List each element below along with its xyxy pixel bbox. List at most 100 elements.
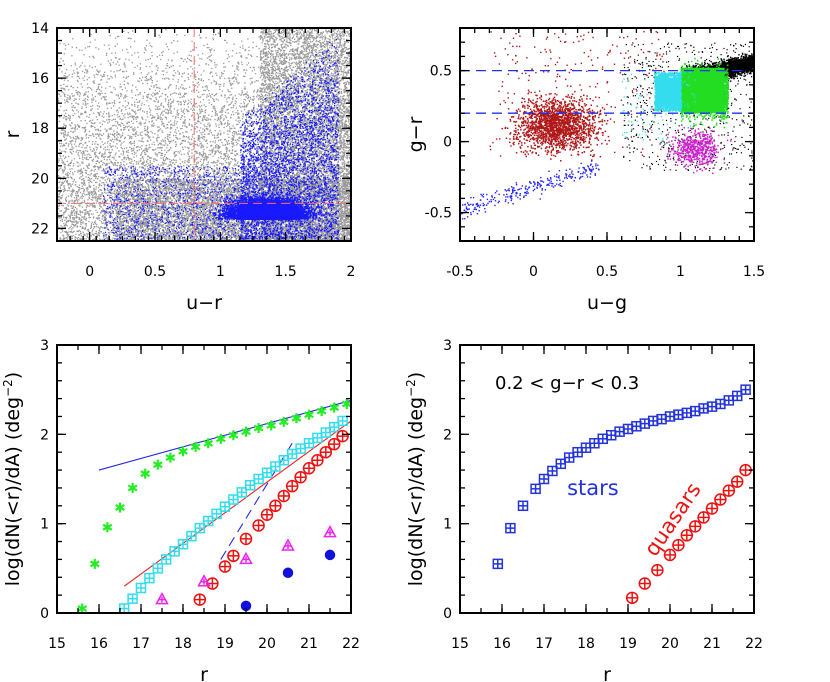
x-tick-label: 22: [745, 636, 763, 652]
y-tick-label: 3: [443, 338, 452, 354]
tick-marks: [56, 344, 352, 614]
data-point: [705, 502, 719, 515]
data-point: [202, 515, 214, 527]
data-point: [186, 530, 197, 542]
data-point: [277, 489, 291, 503]
data-point: [155, 592, 169, 605]
x-tick-label: 19: [216, 636, 234, 652]
data-point: [563, 452, 575, 463]
data-point: [253, 423, 264, 434]
label-stars: stars: [567, 476, 619, 500]
y-tick-label: 16: [31, 71, 49, 87]
data-point: [320, 427, 332, 438]
data-point: [228, 494, 239, 505]
data-point: [638, 577, 652, 590]
data-point: [144, 572, 155, 584]
x-tick-label: 16: [90, 636, 108, 652]
data-point: [160, 554, 172, 565]
data-point: [115, 502, 125, 513]
data-point: [140, 468, 151, 479]
data-point: [323, 525, 337, 538]
y-tick-label: 1: [443, 517, 452, 533]
x-tick-label: 0: [529, 264, 538, 280]
y-tick-label: 14: [31, 21, 49, 37]
data-point: [714, 493, 727, 506]
series-quasars: [625, 463, 752, 605]
data-point: [177, 538, 189, 550]
y-tick-label: 18: [31, 121, 49, 137]
x-tick-label: 15: [451, 636, 469, 652]
data-point: [266, 420, 277, 431]
data-point: [294, 470, 307, 484]
data-point: [625, 591, 639, 605]
data-point: [127, 593, 138, 604]
data-point: [252, 519, 265, 532]
data-point: [492, 558, 504, 570]
x-tick-label: 17: [132, 636, 150, 652]
data-point: [169, 546, 180, 557]
data-point: [190, 441, 201, 452]
data-point: [663, 548, 677, 562]
y-tick-label: 0.5: [430, 64, 452, 80]
data-point: [135, 582, 147, 594]
x-axis-label: u−g: [587, 292, 627, 314]
plot-area: [77, 398, 351, 613]
data-point: [303, 438, 315, 449]
tick-marks: [56, 27, 352, 242]
scatter-blue: [460, 160, 600, 220]
data-point: [194, 522, 206, 534]
x-tick-label: 0: [85, 264, 94, 280]
data-point: [228, 430, 239, 441]
series-magenta-triangles: [155, 525, 337, 605]
data-point: [329, 402, 340, 413]
panel-counts-left: 15 16 17 18 19 20 21 22 0 1 2 3 r log(dN(<r)/dA) (deg…: [1, 338, 360, 682]
x-tick-label: 15: [48, 636, 66, 652]
data-point: [219, 501, 231, 512]
data-point: [281, 538, 295, 551]
data-point: [260, 508, 274, 521]
data-point: [316, 406, 327, 417]
green-box: [680, 67, 725, 114]
data-point: [178, 446, 188, 457]
data-point: [547, 465, 558, 477]
data-point: [239, 532, 253, 546]
y-axis-label: log(dN(<r)/dA) (deg−2): [1, 372, 24, 586]
data-point: [282, 567, 294, 579]
data-point: [722, 484, 736, 497]
x-tick-label: 16: [493, 636, 511, 652]
axes-frame: [56, 27, 352, 242]
data-point: [261, 467, 273, 478]
data-point: [197, 574, 211, 587]
scatter-cyan-sparse: [621, 70, 696, 142]
data-point: [530, 483, 541, 495]
y-tick-label: -0.5: [425, 206, 452, 222]
data-point: [215, 433, 226, 444]
data-point: [688, 520, 702, 533]
data-point: [269, 499, 282, 513]
data-point: [89, 558, 100, 569]
x-tick-label: 17: [535, 636, 553, 652]
label-quasars: quasars: [640, 478, 706, 560]
data-point: [278, 416, 289, 427]
data-point: [319, 445, 333, 459]
y-tick-label: 20: [31, 171, 49, 187]
plot-area: [492, 384, 752, 605]
series-stars: [492, 384, 751, 570]
data-point: [740, 384, 751, 395]
scatter-magenta: [666, 127, 733, 175]
x-tick-label: 20: [258, 636, 276, 652]
data-point: [286, 448, 298, 460]
x-tick-label: 1.5: [743, 264, 765, 280]
y-axis-label: log(dN(<r)/dA) (deg−2): [404, 372, 427, 586]
plot-area: [460, 28, 754, 220]
x-tick-label: 1.5: [275, 264, 297, 280]
data-point: [203, 438, 214, 449]
data-point: [102, 522, 113, 533]
data-point: [538, 473, 550, 485]
x-axis-label: r: [603, 664, 611, 682]
data-point: [165, 452, 176, 463]
data-point: [697, 511, 710, 524]
tick-marks: [459, 344, 755, 614]
data-point: [211, 508, 222, 520]
